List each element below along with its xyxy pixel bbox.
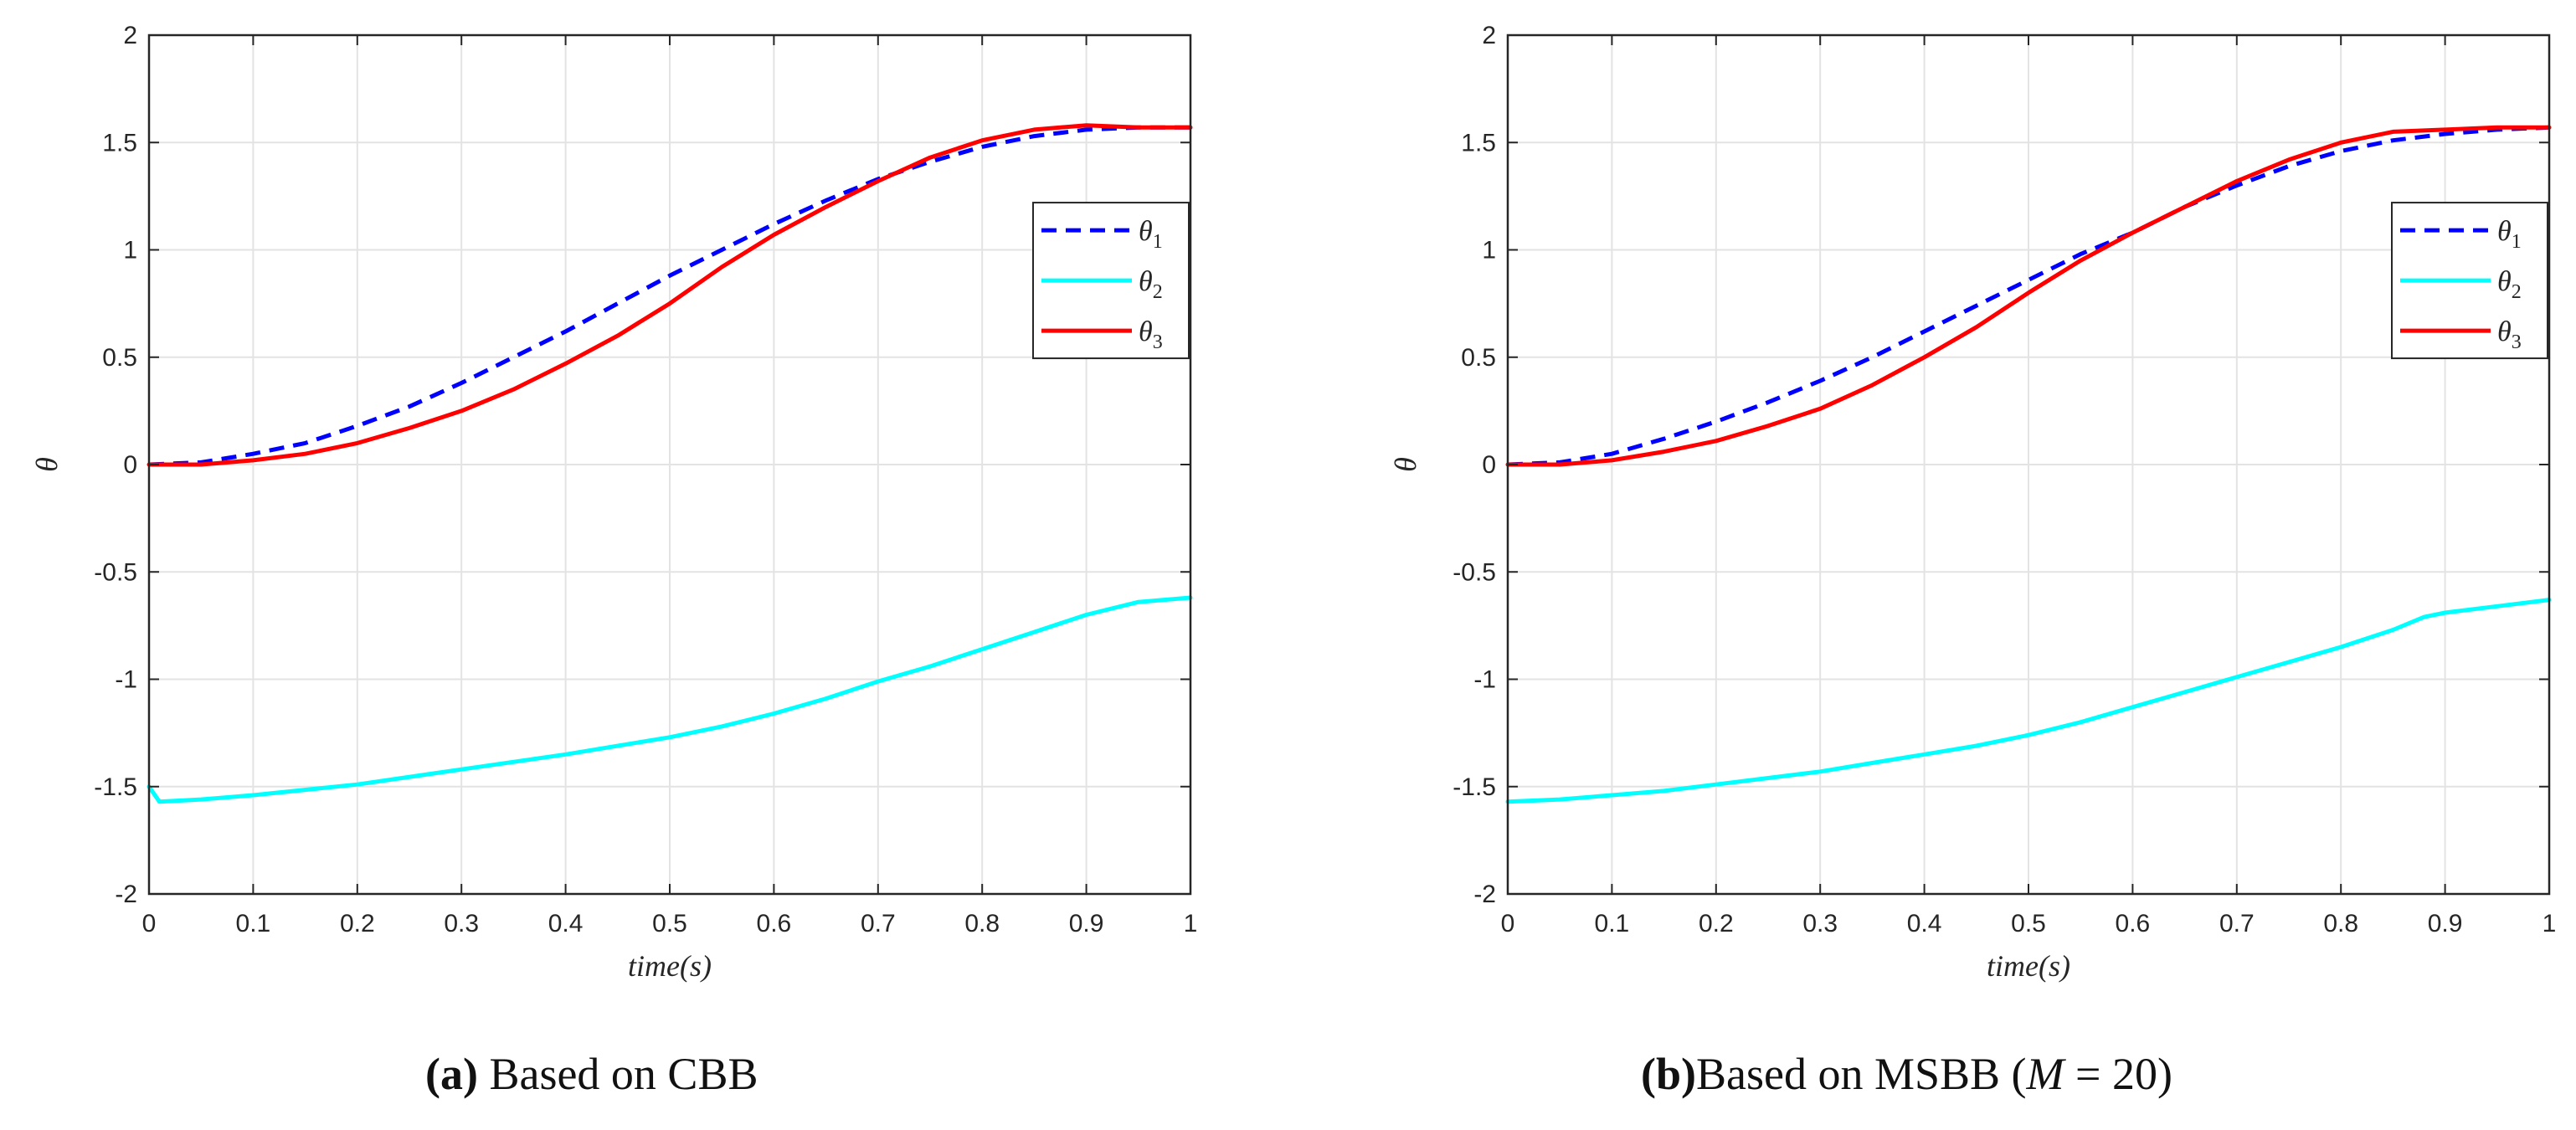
y-tick-label: 0.5 (102, 344, 137, 372)
legend-label-subscript: 2 (1153, 281, 1163, 303)
chart-panel-b: 0 0.1 0.2 0.3 0.4 0.5 0.6 0.7 0.8 0.9 1 -2 -1.5 -1 -0.… (1359, 0, 2576, 1021)
caption-b-math: M (2026, 1049, 2064, 1099)
y-axis-label: θ (1389, 457, 1422, 472)
caption-a-text: Based on CBB (489, 1049, 758, 1099)
series-line-θ2 (1505, 598, 2552, 804)
series-line-θ1 (1507, 125, 2550, 467)
x-tick-label: 0.5 (2011, 910, 2046, 937)
y-tick-label: 0 (123, 451, 137, 479)
legend-label-θ2: θ2 (1139, 266, 1163, 303)
x-tick-label: 0.5 (652, 910, 687, 937)
x-tick-label: 0 (1501, 910, 1515, 937)
legend-label-subscript: 2 (2512, 281, 2522, 303)
legend-label-subscript: 3 (1153, 331, 1163, 353)
caption-b-label: (b) (1641, 1049, 1696, 1099)
x-tick-label: 0.8 (964, 910, 1000, 937)
y-tick-label: 1.5 (102, 129, 137, 157)
y-tick-label: 2 (1482, 22, 1496, 49)
legend-label-subscript: 1 (2512, 231, 2522, 253)
caption-a-label: (a) (425, 1049, 478, 1099)
x-tick-label: 0.1 (1595, 910, 1630, 937)
x-tick-label: 0.7 (861, 910, 896, 937)
x-tick-label: 0.9 (1069, 910, 1104, 937)
x-tick-label: 0.4 (548, 910, 584, 937)
caption-b: (b)Based on MSBB (M = 20) (1641, 1048, 2172, 1100)
legend-label-subscript: 3 (2512, 331, 2522, 353)
y-tick-label: -1.5 (94, 773, 137, 801)
x-tick-label: 0 (142, 910, 157, 937)
x-axis-label: time(s) (1987, 949, 2070, 983)
x-tick-label: 0.4 (1907, 910, 1942, 937)
y-tick-label: -0.5 (94, 558, 137, 586)
series-line-θ3 (147, 123, 1193, 467)
x-tick-label: 0.6 (2116, 910, 2151, 937)
series-line-θ1 (148, 125, 1190, 467)
x-tick-label: 0.7 (2219, 910, 2255, 937)
y-tick-label: 1.5 (1461, 129, 1496, 157)
series-line-θ2 (147, 595, 1193, 804)
x-axis-label: time(s) (628, 949, 712, 983)
y-tick-label: -1 (1473, 666, 1496, 694)
x-tick-label: 0.8 (2323, 910, 2358, 937)
chart-b-svg: 0 0.1 0.2 0.3 0.4 0.5 0.6 0.7 0.8 0.9 1 -2 -1.5 -1 -0.… (1389, 22, 2557, 983)
x-tick-label: 0.3 (444, 910, 479, 937)
x-tick-label: 1 (1184, 910, 1198, 937)
y-tick-label: -2 (1473, 881, 1496, 908)
y-axis-label: θ (30, 457, 64, 472)
caption-b-eq: = 20) (2064, 1049, 2172, 1099)
chart-panel-a: 0 0.1 0.2 0.3 0.4 0.5 0.6 0.7 0.8 0.9 1 -2 -1.5 -1 -0.… (0, 0, 1217, 1021)
y-tick-label: 0.5 (1461, 344, 1496, 372)
caption-a: (a) Based on CBB (425, 1048, 758, 1100)
y-tick-label: -1 (115, 666, 137, 694)
x-tick-label: 0.2 (1699, 910, 1734, 937)
y-tick-label: 1 (1482, 237, 1496, 265)
y-tick-label: -1.5 (1453, 773, 1496, 801)
y-tick-label: 0 (1482, 451, 1496, 479)
y-tick-label: 2 (123, 22, 137, 49)
legend-label-subscript: 1 (1153, 231, 1163, 253)
x-tick-label: 0.3 (1802, 910, 1838, 937)
caption-b-text: Based on MSBB ( (1696, 1049, 2027, 1099)
y-tick-label: -2 (115, 881, 137, 908)
x-tick-label: 0.2 (340, 910, 375, 937)
y-tick-label: 1 (123, 237, 137, 265)
x-tick-label: 0.9 (2428, 910, 2463, 937)
chart-a-svg: 0 0.1 0.2 0.3 0.4 0.5 0.6 0.7 0.8 0.9 1 -2 -1.5 -1 -0.… (30, 22, 1198, 983)
x-tick-label: 0.1 (236, 910, 271, 937)
x-tick-label: 1 (2543, 910, 2557, 937)
x-tick-label: 0.6 (757, 910, 792, 937)
series-line-θ3 (1505, 125, 2552, 467)
y-tick-label: -0.5 (1453, 558, 1496, 586)
